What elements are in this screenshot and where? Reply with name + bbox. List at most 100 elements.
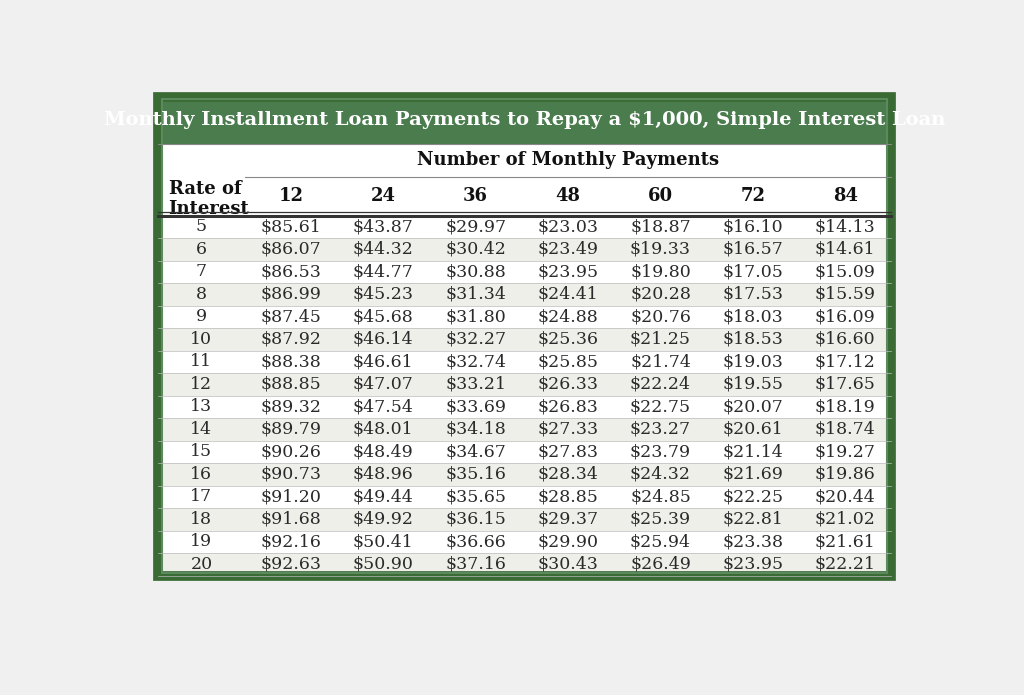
Text: $91.20: $91.20 bbox=[260, 489, 322, 505]
Text: $31.80: $31.80 bbox=[445, 309, 506, 325]
Text: $24.32: $24.32 bbox=[630, 466, 691, 483]
Text: $16.60: $16.60 bbox=[815, 331, 876, 348]
Text: $30.42: $30.42 bbox=[445, 241, 506, 258]
Text: $18.74: $18.74 bbox=[815, 421, 876, 438]
Text: $85.61: $85.61 bbox=[260, 218, 322, 236]
Text: $29.97: $29.97 bbox=[445, 218, 506, 236]
Text: $46.61: $46.61 bbox=[353, 353, 414, 370]
Text: $23.95: $23.95 bbox=[538, 263, 599, 280]
Text: $18.87: $18.87 bbox=[630, 218, 691, 236]
Bar bbox=[158, 306, 892, 328]
Text: 60: 60 bbox=[648, 188, 673, 205]
Text: $28.85: $28.85 bbox=[538, 489, 598, 505]
Text: $43.87: $43.87 bbox=[353, 218, 414, 236]
Text: 18: 18 bbox=[190, 511, 212, 528]
Bar bbox=[158, 395, 892, 418]
Text: $23.79: $23.79 bbox=[630, 443, 691, 460]
Text: $35.65: $35.65 bbox=[445, 489, 506, 505]
Bar bbox=[158, 441, 892, 463]
Text: $89.32: $89.32 bbox=[260, 398, 322, 416]
Text: $25.85: $25.85 bbox=[538, 353, 599, 370]
Text: 36: 36 bbox=[463, 188, 488, 205]
Text: $86.53: $86.53 bbox=[260, 263, 322, 280]
Text: $87.92: $87.92 bbox=[260, 331, 322, 348]
Text: $24.41: $24.41 bbox=[538, 286, 598, 303]
Text: $29.37: $29.37 bbox=[538, 511, 599, 528]
Text: Interest: Interest bbox=[169, 200, 249, 218]
Text: $48.49: $48.49 bbox=[353, 443, 414, 460]
Bar bbox=[158, 238, 892, 261]
Text: 9: 9 bbox=[196, 309, 207, 325]
Text: $19.33: $19.33 bbox=[630, 241, 691, 258]
Text: $32.74: $32.74 bbox=[445, 353, 506, 370]
Text: $26.33: $26.33 bbox=[538, 376, 599, 393]
Text: $36.15: $36.15 bbox=[445, 511, 506, 528]
Text: $19.80: $19.80 bbox=[630, 263, 691, 280]
Text: $44.77: $44.77 bbox=[353, 263, 414, 280]
Text: $33.69: $33.69 bbox=[445, 398, 506, 416]
Bar bbox=[158, 531, 892, 553]
Text: $21.74: $21.74 bbox=[630, 353, 691, 370]
Bar bbox=[158, 486, 892, 508]
Text: $20.28: $20.28 bbox=[630, 286, 691, 303]
Text: 13: 13 bbox=[190, 398, 213, 416]
Text: $23.27: $23.27 bbox=[630, 421, 691, 438]
Text: $18.19: $18.19 bbox=[815, 398, 876, 416]
Bar bbox=[158, 328, 892, 351]
Text: $26.83: $26.83 bbox=[538, 398, 598, 416]
Bar bbox=[158, 283, 892, 306]
Text: $18.03: $18.03 bbox=[723, 309, 783, 325]
Text: $20.76: $20.76 bbox=[630, 309, 691, 325]
Bar bbox=[158, 418, 892, 441]
Text: $88.85: $88.85 bbox=[260, 376, 322, 393]
Text: $20.61: $20.61 bbox=[723, 421, 783, 438]
Text: $14.13: $14.13 bbox=[815, 218, 876, 236]
Text: $22.24: $22.24 bbox=[630, 376, 691, 393]
Bar bbox=[158, 97, 892, 575]
Text: Rate of: Rate of bbox=[169, 180, 242, 198]
Text: $44.32: $44.32 bbox=[353, 241, 414, 258]
Text: $47.54: $47.54 bbox=[353, 398, 414, 416]
Text: $17.65: $17.65 bbox=[815, 376, 876, 393]
Text: 12: 12 bbox=[190, 376, 213, 393]
Text: $90.26: $90.26 bbox=[260, 443, 322, 460]
Text: $15.09: $15.09 bbox=[815, 263, 876, 280]
Text: $19.03: $19.03 bbox=[722, 353, 783, 370]
Text: $45.23: $45.23 bbox=[353, 286, 414, 303]
Text: $19.86: $19.86 bbox=[815, 466, 876, 483]
Text: $92.63: $92.63 bbox=[260, 556, 322, 573]
Text: $27.83: $27.83 bbox=[538, 443, 599, 460]
Text: $21.69: $21.69 bbox=[722, 466, 783, 483]
Text: $49.44: $49.44 bbox=[353, 489, 414, 505]
Bar bbox=[158, 97, 892, 575]
Text: 6: 6 bbox=[196, 241, 207, 258]
Text: Number of Monthly Payments: Number of Monthly Payments bbox=[417, 152, 719, 170]
Text: $23.38: $23.38 bbox=[722, 534, 783, 550]
Text: 16: 16 bbox=[190, 466, 212, 483]
Bar bbox=[158, 553, 892, 575]
Text: 19: 19 bbox=[190, 534, 213, 550]
Text: $21.02: $21.02 bbox=[815, 511, 876, 528]
Text: $16.09: $16.09 bbox=[815, 309, 876, 325]
Text: $86.07: $86.07 bbox=[260, 241, 322, 258]
Bar bbox=[158, 351, 892, 373]
Text: $22.81: $22.81 bbox=[722, 511, 783, 528]
Text: $34.67: $34.67 bbox=[445, 443, 506, 460]
Text: $26.49: $26.49 bbox=[630, 556, 691, 573]
Bar bbox=[158, 215, 892, 238]
Text: $24.88: $24.88 bbox=[538, 309, 598, 325]
Text: $20.44: $20.44 bbox=[815, 489, 876, 505]
Text: 5: 5 bbox=[196, 218, 207, 236]
Bar bbox=[158, 508, 892, 531]
Text: $19.27: $19.27 bbox=[815, 443, 876, 460]
Text: $22.75: $22.75 bbox=[630, 398, 691, 416]
Text: $87.45: $87.45 bbox=[260, 309, 322, 325]
Text: $36.66: $36.66 bbox=[445, 534, 506, 550]
Text: 24: 24 bbox=[371, 188, 395, 205]
Text: $16.10: $16.10 bbox=[723, 218, 783, 236]
Text: $91.68: $91.68 bbox=[260, 511, 322, 528]
Text: 14: 14 bbox=[190, 421, 212, 438]
Text: 17: 17 bbox=[190, 489, 213, 505]
Text: $23.03: $23.03 bbox=[538, 218, 599, 236]
Text: $89.79: $89.79 bbox=[260, 421, 322, 438]
